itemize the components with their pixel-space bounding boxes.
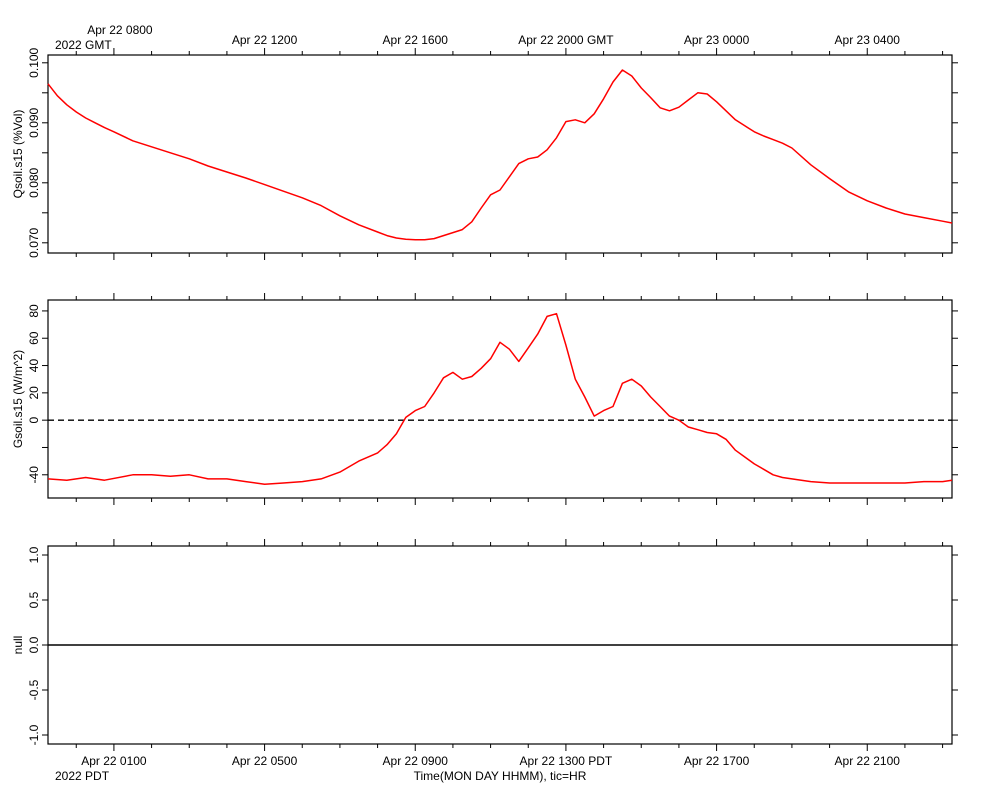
series-line [47, 69, 953, 241]
pdt-tick-label: Apr 22 0500 [232, 754, 298, 768]
pdt-year-label: 2022 PDT [55, 769, 110, 783]
series-line [47, 312, 953, 486]
y-axis-title: Qsoil.s15 (%Vol) [11, 110, 25, 199]
pdt-tick-label: Apr 22 1700 [684, 754, 750, 768]
plot-frame [47, 299, 953, 499]
plot-frame [47, 54, 953, 254]
gmt-year-label: 2022 GMT [55, 38, 112, 52]
panel-2: -40 0 20 40 60 80 Gsoil.s15 (W/m^2) [11, 293, 958, 505]
y-axis-title: Gsoil.s15 (W/m^2) [11, 350, 25, 448]
y-tick-label: 20 [27, 386, 41, 400]
y-tick-label: 0.070 [27, 227, 41, 257]
panel-3: -1.0 -0.5 0.0 0.5 1.0 null [11, 539, 958, 751]
y-tick-label: -0.5 [27, 679, 41, 700]
pdt-tick-label: Apr 22 0100 [81, 754, 147, 768]
y-tick-label: 60 [27, 331, 41, 345]
y-tick-label: 40 [27, 359, 41, 373]
pdt-tick-label: Apr 22 2100 [835, 754, 901, 768]
pdt-tick-label: Apr 22 0900 [383, 754, 449, 768]
gmt-tick-label: Apr 23 0000 [684, 33, 750, 47]
y-tick-label: 0.080 [27, 167, 41, 197]
y-tick-label: 80 [27, 304, 41, 318]
y-tick-label: -1.0 [27, 724, 41, 745]
y-tick-label: 0.5 [27, 591, 41, 608]
panel-1: 0.070 0.080 0.090 0.100 Qsoil.s15 (%Vol) [11, 47, 958, 260]
gmt-tick-label: Apr 23 0400 [835, 33, 901, 47]
y-tick-label: 0.090 [27, 107, 41, 137]
y-tick-label: 0 [27, 417, 41, 424]
y-tick-label: -40 [27, 466, 41, 484]
y-tick-label: 0.0 [27, 636, 41, 653]
y-tick-label: 0.100 [27, 47, 41, 77]
y-axis-title: null [11, 636, 25, 655]
y-tick-label: 1.0 [27, 546, 41, 563]
gmt-tick-label: Apr 22 1200 [232, 33, 298, 47]
pdt-tick-label: Apr 22 1300 PDT [520, 754, 613, 768]
gmt-tick-label: Apr 22 2000 GMT [518, 33, 614, 47]
x-axis-title: Time(MON DAY HHMM), tic=HR [414, 769, 587, 783]
gmt-tick-label: Apr 22 0800 [87, 23, 153, 37]
gmt-tick-label: Apr 22 1600 [383, 33, 449, 47]
